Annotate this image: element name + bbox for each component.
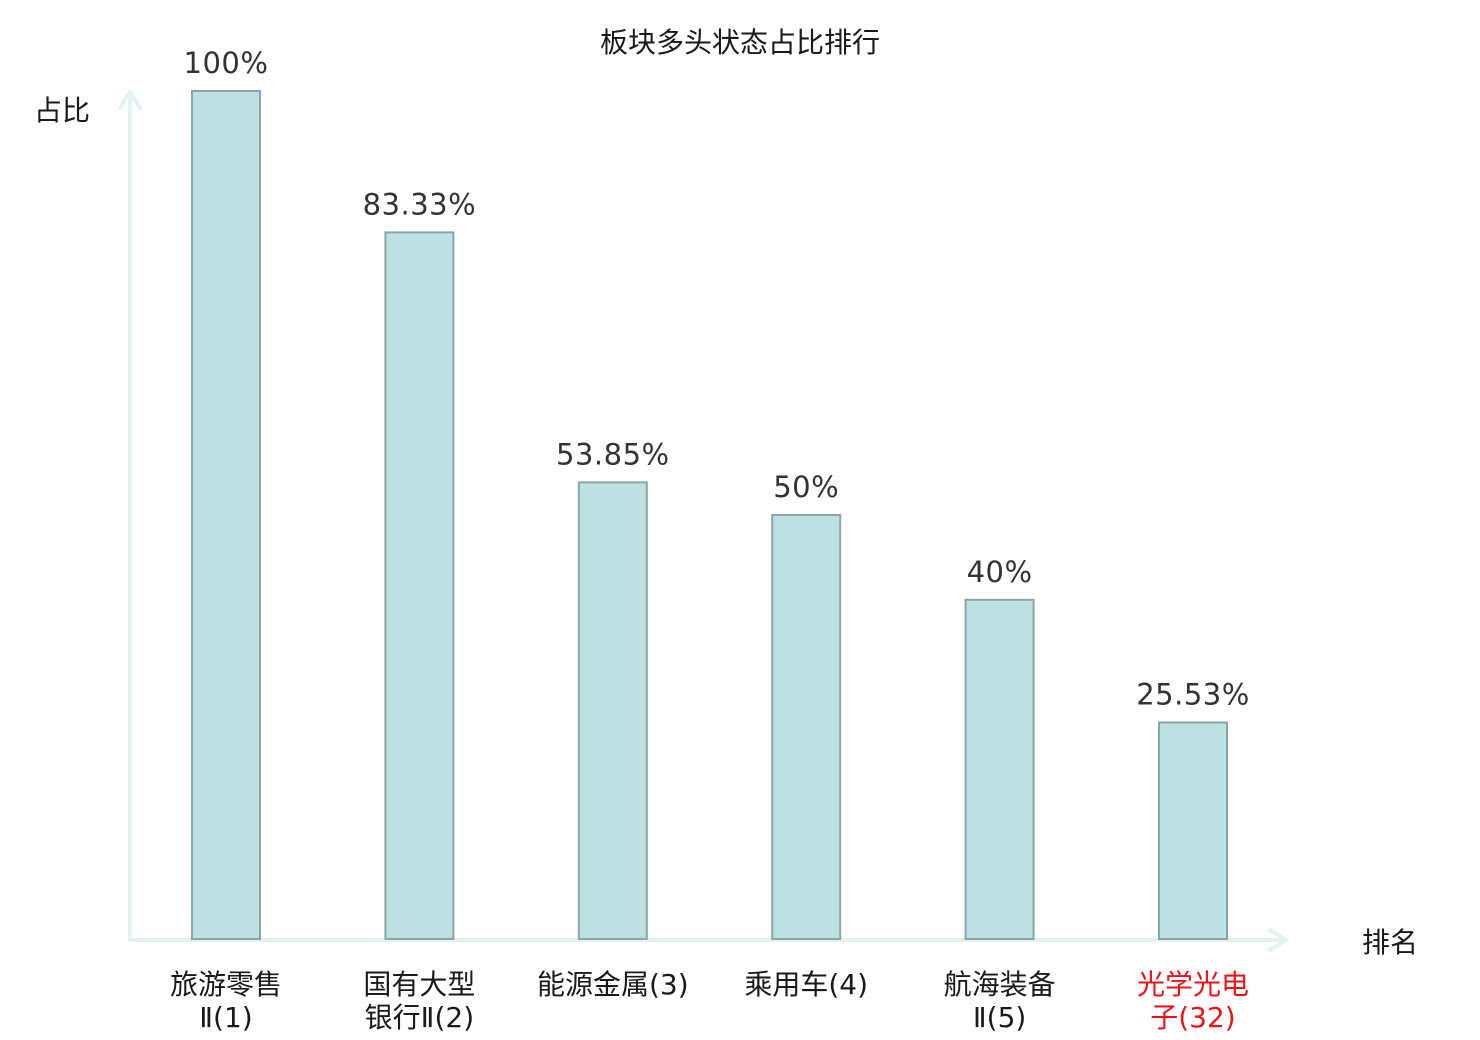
category-label: Ⅱ(1) xyxy=(199,1001,252,1034)
x-axis xyxy=(128,928,1288,952)
category-label: 光学光电 xyxy=(1137,968,1249,1001)
bar-value-label: 100% xyxy=(184,46,269,80)
value-labels-group: 100% 83.33% 53.85% 50% 40% 25.53% xyxy=(184,46,1250,712)
category-label: Ⅱ(5) xyxy=(973,1001,1026,1034)
category-label: 航海装备 xyxy=(944,968,1056,1001)
category-label: 国有大型 xyxy=(363,968,475,1001)
bar xyxy=(384,231,455,940)
bar xyxy=(771,514,842,940)
bar-value-label: 53.85% xyxy=(556,437,670,471)
category-label: 银行Ⅱ(2) xyxy=(365,1001,474,1034)
category-label: 子(32) xyxy=(1150,1001,1235,1034)
bar xyxy=(1158,721,1228,940)
bar xyxy=(964,598,1035,940)
bar-value-label: 25.53% xyxy=(1136,678,1250,712)
bar xyxy=(191,90,261,940)
category-label: 旅游零售 xyxy=(170,968,282,1001)
bar-value-label: 50% xyxy=(773,470,839,504)
bar xyxy=(577,481,648,940)
x-axis-label: 排名 xyxy=(1362,926,1418,959)
chart-title: 板块多头状态占比排行 xyxy=(600,26,880,59)
bars-group xyxy=(191,90,1228,940)
y-axis xyxy=(118,90,142,942)
bar-value-label: 83.33% xyxy=(363,187,477,221)
bar-value-label: 40% xyxy=(967,555,1033,589)
category-label: 乘用车(4) xyxy=(744,968,868,1001)
category-label: 能源金属(3) xyxy=(537,968,689,1001)
y-axis-label: 占比 xyxy=(34,94,90,127)
